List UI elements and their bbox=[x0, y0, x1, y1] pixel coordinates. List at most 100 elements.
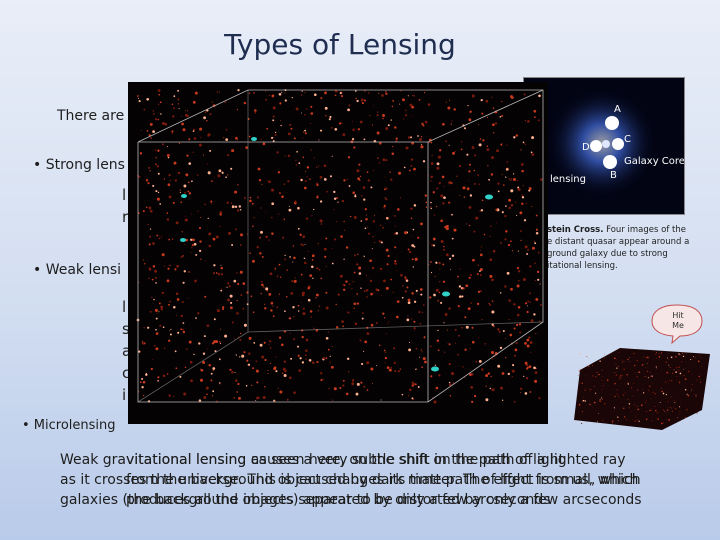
web-dot bbox=[287, 399, 289, 401]
web-dot bbox=[445, 140, 447, 143]
web-dot bbox=[181, 231, 183, 233]
web-dot bbox=[157, 191, 160, 194]
web-dot bbox=[595, 376, 597, 378]
web-dot bbox=[624, 391, 626, 393]
web-dot bbox=[233, 338, 236, 340]
web-dot bbox=[661, 352, 663, 354]
web-dot bbox=[268, 293, 272, 296]
web-dot bbox=[692, 358, 693, 360]
web-dot bbox=[665, 398, 667, 399]
web-dot bbox=[645, 410, 647, 413]
web-dot bbox=[169, 330, 171, 332]
web-dot bbox=[700, 357, 702, 359]
web-dot bbox=[174, 179, 178, 182]
web-dot bbox=[441, 175, 445, 179]
web-dot bbox=[407, 298, 411, 302]
web-dot bbox=[383, 349, 386, 352]
web-dot bbox=[188, 162, 192, 165]
web-dot bbox=[327, 348, 330, 351]
web-dot bbox=[656, 357, 657, 359]
web-dot bbox=[540, 178, 543, 181]
web-dot bbox=[448, 181, 452, 185]
web-dot bbox=[328, 387, 330, 390]
web-dot bbox=[671, 380, 673, 382]
web-dot bbox=[172, 201, 175, 204]
web-dot bbox=[663, 409, 665, 411]
button-label[interactable]: Hit bbox=[672, 311, 683, 320]
web-dot bbox=[373, 214, 375, 216]
web-dot bbox=[304, 180, 307, 183]
web-dot bbox=[601, 369, 603, 371]
web-dot bbox=[679, 382, 681, 384]
web-dot bbox=[661, 353, 663, 355]
web-dot bbox=[466, 223, 468, 225]
web-dot bbox=[517, 306, 521, 309]
web-dot bbox=[272, 305, 274, 307]
web-dot bbox=[429, 296, 432, 299]
web-dot bbox=[413, 204, 417, 207]
web-dot bbox=[278, 263, 281, 266]
web-dot bbox=[319, 219, 323, 223]
web-dot bbox=[283, 183, 286, 185]
web-dot bbox=[443, 322, 445, 324]
web-dot bbox=[394, 126, 397, 129]
image-label: A bbox=[614, 104, 621, 115]
web-dot bbox=[525, 302, 528, 305]
web-dot bbox=[351, 379, 355, 382]
web-dot bbox=[217, 272, 221, 276]
web-dot bbox=[181, 122, 184, 126]
web-dot bbox=[287, 132, 291, 136]
web-dot bbox=[509, 299, 512, 302]
web-dot bbox=[479, 274, 482, 277]
web-dot bbox=[284, 258, 287, 261]
web-dot bbox=[445, 101, 448, 103]
web-dot bbox=[476, 302, 480, 306]
web-dot bbox=[582, 399, 585, 402]
hit-me-button[interactable]: Hit Me bbox=[650, 303, 704, 345]
web-dot bbox=[289, 256, 291, 258]
web-dot bbox=[481, 319, 483, 321]
web-dot bbox=[342, 325, 345, 328]
web-dot bbox=[359, 120, 363, 124]
bubble[interactable] bbox=[651, 304, 703, 345]
web-dot bbox=[263, 287, 265, 289]
web-dot bbox=[228, 285, 231, 288]
web-dot bbox=[284, 92, 286, 94]
web-dot bbox=[443, 245, 445, 248]
web-dot bbox=[161, 121, 165, 126]
web-dot bbox=[312, 277, 314, 280]
button-label[interactable]: Me bbox=[672, 321, 684, 330]
web-dot bbox=[219, 213, 222, 216]
web-dot bbox=[676, 376, 678, 378]
web-dot bbox=[394, 225, 396, 227]
web-dot bbox=[168, 173, 171, 177]
web-dot bbox=[468, 276, 471, 279]
web-dot bbox=[506, 161, 509, 163]
web-dot bbox=[207, 163, 208, 165]
web-dot bbox=[182, 330, 186, 334]
web-dot bbox=[225, 128, 228, 131]
web-dot bbox=[468, 224, 471, 227]
web-dot bbox=[429, 206, 432, 208]
web-dot bbox=[430, 141, 433, 144]
web-dot bbox=[254, 109, 257, 112]
web-dot bbox=[320, 372, 323, 375]
web-dot bbox=[303, 131, 305, 133]
web-dot bbox=[202, 361, 206, 364]
web-dot bbox=[645, 356, 648, 359]
web-dot bbox=[316, 267, 319, 270]
web-dot bbox=[289, 317, 291, 320]
web-dot bbox=[248, 352, 251, 355]
web-dot bbox=[160, 308, 163, 311]
web-dot bbox=[312, 361, 315, 364]
web-dot bbox=[521, 196, 525, 199]
web-dot bbox=[696, 379, 698, 381]
web-dot bbox=[425, 201, 428, 204]
web-dot bbox=[253, 342, 256, 344]
web-dot bbox=[480, 98, 483, 102]
web-dot bbox=[182, 255, 184, 257]
web-dot bbox=[408, 250, 412, 254]
web-dot bbox=[377, 157, 379, 159]
web-dot bbox=[235, 228, 237, 231]
web-dot bbox=[230, 301, 233, 304]
